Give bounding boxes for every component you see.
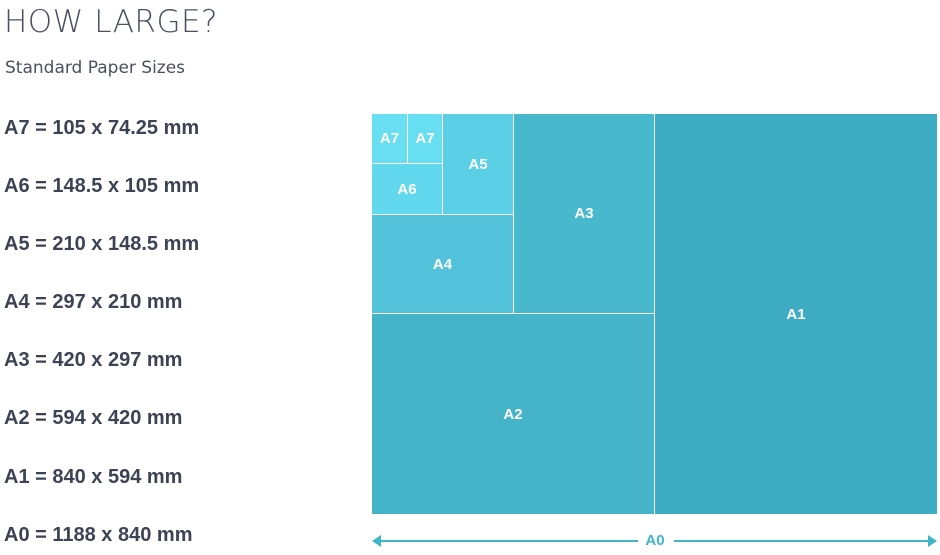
sheet-a1-label: A1 (786, 305, 806, 323)
a0-width-dimension-line (372, 535, 937, 547)
sheet-a3: A3 (514, 114, 654, 313)
size-row-a7: A7 = 105 x 74.25 mm (4, 117, 200, 139)
a0-width-label: A0 (638, 531, 672, 551)
sheet-a6: A6 (372, 164, 442, 214)
size-row-a0: A0 = 1188 x 840 mm (4, 524, 193, 546)
sheet-a5-label: A5 (468, 155, 488, 173)
page-subtitle: Standard Paper Sizes (5, 58, 186, 78)
sheet-a1: A1 (655, 114, 937, 514)
paper-size-diagram: A1 A2 A3 A4 A5 A6 A7 A7 (372, 114, 937, 514)
arrow-right-icon (928, 535, 937, 547)
arrow-left-icon (372, 535, 381, 547)
sheet-a7-left-label: A7 (379, 130, 400, 147)
sheet-a4: A4 (372, 215, 513, 313)
sheet-a5: A5 (443, 114, 513, 214)
size-row-a6: A6 = 148.5 x 105 mm (4, 175, 200, 197)
page-title: HOW LARGE? (4, 4, 219, 40)
sheet-a2-label: A2 (503, 405, 523, 423)
sheet-a2: A2 (372, 314, 654, 514)
size-row-a2: A2 = 594 x 420 mm (4, 407, 183, 429)
sheet-a7-left: A7 (372, 114, 407, 163)
dimension-bar-right (674, 540, 931, 542)
size-row-a5: A5 = 210 x 148.5 mm (4, 233, 200, 255)
sheet-a4-label: A4 (432, 255, 453, 273)
sheet-a7-right-label: A7 (415, 130, 435, 147)
size-row-a1: A1 = 840 x 594 mm (4, 466, 183, 488)
size-row-a4: A4 = 297 x 210 mm (4, 291, 183, 313)
size-row-a3: A3 = 420 x 297 mm (4, 349, 183, 371)
sheet-a6-label: A6 (397, 180, 417, 198)
dimension-bar-left (378, 540, 640, 542)
sheet-a3-label: A3 (574, 205, 594, 222)
sheet-a7-right: A7 (408, 114, 442, 163)
